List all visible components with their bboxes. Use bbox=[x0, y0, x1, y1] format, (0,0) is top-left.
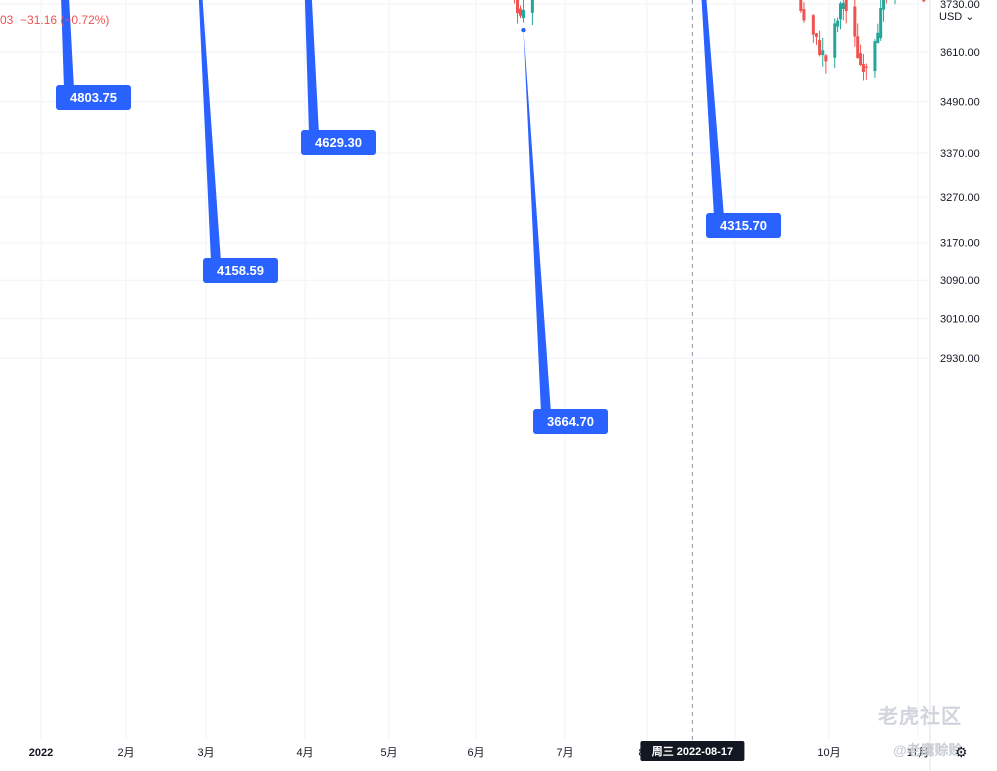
candlestick-series bbox=[514, 0, 926, 81]
callout-label: 3664.70 bbox=[547, 414, 594, 429]
candle-body bbox=[859, 53, 863, 66]
candle-body bbox=[861, 64, 865, 73]
time-tick-label: 3月 bbox=[197, 747, 214, 759]
candle-body bbox=[836, 20, 840, 27]
time-tick-label: 10月 bbox=[817, 747, 840, 759]
candle-body bbox=[922, 0, 926, 2]
watermark-logo-text: 老虎社区 bbox=[878, 706, 962, 728]
crosshair-date-tag bbox=[640, 741, 745, 761]
candle-body bbox=[811, 15, 815, 35]
callout-label: 4629.30 bbox=[315, 135, 362, 150]
callout-label: 4315.70 bbox=[720, 218, 767, 233]
price-tick-label: 3090.00 bbox=[940, 275, 980, 287]
price-tick-label: 3610.00 bbox=[940, 47, 980, 59]
callout-box bbox=[533, 409, 608, 434]
currency-label: USD bbox=[939, 11, 963, 23]
candle-body bbox=[799, 0, 803, 11]
price-tick-label: 3170.00 bbox=[940, 238, 980, 250]
price-tick-label: 3490.00 bbox=[940, 97, 980, 109]
candle-body bbox=[814, 33, 818, 38]
candle-body bbox=[882, 0, 886, 10]
candle-body bbox=[824, 55, 828, 62]
candle-body bbox=[530, 0, 534, 13]
candle-body bbox=[516, 0, 520, 14]
chart-grid bbox=[0, 0, 931, 771]
candle-body bbox=[519, 8, 522, 16]
time-tick-label: 5月 bbox=[380, 747, 397, 759]
time-tick-label: 7月 bbox=[556, 747, 573, 759]
candle-body bbox=[879, 8, 883, 39]
candle-body bbox=[864, 66, 868, 68]
callout-label: 4803.75 bbox=[70, 90, 117, 105]
price-tick-label: 2930.00 bbox=[940, 353, 980, 365]
callout-pointer bbox=[304, 0, 319, 134]
price-change-header: 03 −31.16 (−0.72%) bbox=[0, 13, 110, 27]
callout-pointer bbox=[198, 0, 221, 262]
callout-label: 4158.59 bbox=[217, 263, 264, 278]
crosshair-date-label: 周三 2022-08-17 bbox=[652, 745, 733, 758]
candle-body bbox=[856, 36, 860, 59]
candle-body bbox=[818, 39, 822, 55]
price-tick-label: 3270.00 bbox=[940, 192, 980, 204]
candle-body bbox=[841, 2, 845, 10]
price-tick-label: 3730.00 bbox=[940, 0, 980, 11]
time-tick-label: 4月 bbox=[296, 747, 313, 759]
price-callouts: 4803.75 4629.30 4158.59 3664.70 4315.70 bbox=[56, 0, 781, 434]
candle-body bbox=[873, 41, 877, 72]
callout-box bbox=[56, 85, 131, 110]
callout-anchor-dot bbox=[521, 27, 526, 33]
price-tick-label: 3370.00 bbox=[940, 148, 980, 160]
time-tick-label: 6月 bbox=[467, 747, 484, 759]
candle-body bbox=[838, 3, 842, 20]
time-axis[interactable]: 20222月3月4月5月6月7月8月9月10月11月周三 2022-08-17 bbox=[29, 741, 929, 761]
price-tick-label: 3010.00 bbox=[940, 314, 980, 326]
watermark-author-text: @老鹰赊赊 bbox=[893, 742, 963, 758]
chart-overlays bbox=[691, 0, 693, 740]
time-tick-label: 2022 bbox=[29, 747, 53, 759]
callout-pointer bbox=[701, 0, 724, 217]
chevron-down-icon: ⌄ bbox=[965, 11, 975, 23]
candle-body bbox=[821, 50, 825, 56]
candle-body bbox=[802, 9, 806, 21]
callout-pointer bbox=[523, 30, 551, 414]
gear-icon[interactable]: ⚙ bbox=[955, 744, 968, 760]
callout-box bbox=[203, 258, 278, 283]
candle-body bbox=[844, 0, 848, 12]
callout-box bbox=[706, 213, 781, 238]
candle-body bbox=[833, 23, 837, 58]
callout-box bbox=[301, 130, 376, 155]
candle-body bbox=[876, 32, 880, 44]
price-axis[interactable]: 5100.004900.004700.004500.004300.004100.… bbox=[909, 0, 988, 365]
candle-body bbox=[521, 9, 525, 19]
currency-selector[interactable]: USD ⌄ bbox=[939, 10, 975, 23]
time-tick-label: 2月 bbox=[117, 747, 134, 759]
time-tick-label: 11月 bbox=[907, 747, 929, 759]
candle-body bbox=[853, 6, 857, 37]
callout-pointer bbox=[61, 0, 74, 89]
